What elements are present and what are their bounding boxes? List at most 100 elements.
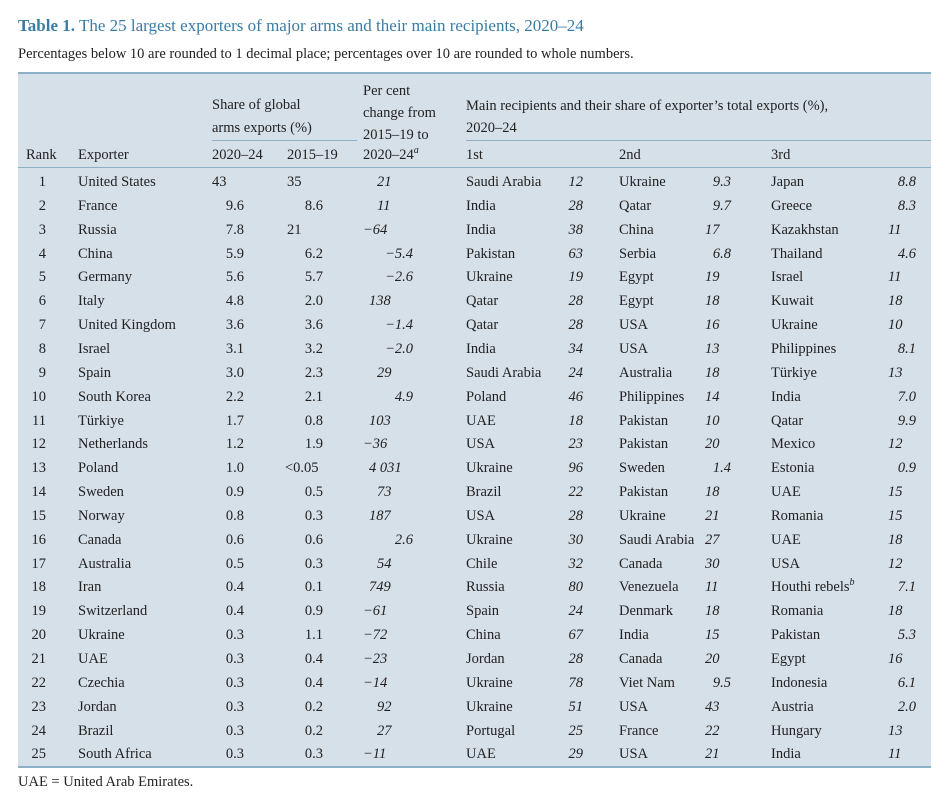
change-cell: 749 xyxy=(369,578,419,596)
rank-cell-text: 12 xyxy=(31,436,47,453)
rank-cell-text: 13 xyxy=(31,460,47,477)
recipient-3-name-text: Austria xyxy=(771,698,814,715)
recipient-3-share-text: 15 xyxy=(888,507,903,524)
share-2015-19-cell: 6.2 xyxy=(287,245,323,263)
share-2015-19-cell-text: 35 xyxy=(287,174,302,190)
share-2020-24-cell: 1.0 xyxy=(212,459,244,477)
change-cell-text: 54 xyxy=(377,555,392,572)
recipient-2-share-text: 20 xyxy=(705,651,720,667)
change-cell: −61 xyxy=(363,602,413,620)
recipient-3-name: Japan xyxy=(771,173,804,191)
recipient-2-share-text: 21 xyxy=(705,746,720,763)
recipient-3-share: 8.8 xyxy=(888,173,916,191)
exporter-cell: Türkiye xyxy=(78,412,124,430)
recipient-1-share: 30 xyxy=(563,531,584,549)
recipient-3-share-text: 11 xyxy=(888,746,902,763)
recipient-3-share: 11 xyxy=(888,268,916,286)
rank-cell-text: 25 xyxy=(31,746,47,763)
recipient-1-share: 18 xyxy=(563,412,584,430)
recipient-3-name-text: Houthi rebels xyxy=(771,579,850,596)
share-2015-19-cell-text: 0.3 xyxy=(304,555,323,572)
recipient-2-name-text: Canada xyxy=(619,555,663,572)
header-share-2020-24: 2020–24 xyxy=(212,147,263,163)
exporter-cell: Ukraine xyxy=(78,626,125,644)
recipient-1-name: India xyxy=(466,221,496,239)
change-cell-text: 103 xyxy=(369,412,391,429)
recipient-2-name-text: India xyxy=(619,627,649,644)
share-2020-24-cell: 0.4 xyxy=(212,602,244,620)
exporter-cell: Russia xyxy=(78,221,117,239)
recipient-2-share-text: 21 xyxy=(705,507,720,524)
recipient-1-share: 29 xyxy=(563,745,584,763)
change-cell-text: −5.4 xyxy=(385,245,413,262)
exporter-cell-text: South Korea xyxy=(78,388,151,405)
change-cell-text: −2.6 xyxy=(385,269,413,286)
change-cell-text: 73 xyxy=(377,484,392,501)
recipient-2-name-text: Pakistan xyxy=(619,412,669,429)
rank-cell: 11 xyxy=(26,412,46,430)
share-2015-19-cell-text: 0.1 xyxy=(304,579,323,596)
share-2015-19-cell: 0.9 xyxy=(287,602,323,620)
recipient-1-name-text: UAE xyxy=(466,412,496,429)
recipient-1-name-text: India xyxy=(466,221,496,238)
exporter-cell: Australia xyxy=(78,555,131,573)
recipient-3-name-text: Israel xyxy=(771,269,804,286)
recipient-3-name: Kazakhstan xyxy=(771,221,839,239)
recipient-3-name: Egypt xyxy=(771,650,806,668)
share-2020-24-cell-text: 0.4 xyxy=(225,579,244,596)
recipient-1-name-text: India xyxy=(466,197,496,214)
share-2020-24-cell: 3.0 xyxy=(212,364,244,382)
arms-exporters-table: Share of global arms exports (%) Per cen… xyxy=(18,72,931,768)
header-recipient-2nd: 2nd xyxy=(619,147,641,163)
share-2020-24-cell: 43 xyxy=(212,173,244,191)
recipient-2-name: USA xyxy=(619,316,648,334)
header-share-2015-19: 2015–19 xyxy=(287,147,338,163)
recipient-2-name: Ukraine xyxy=(619,507,666,525)
share-2015-19-cell: 0.4 xyxy=(287,674,323,692)
recipient-2-share-text: 9.7 xyxy=(712,197,731,214)
recipient-2-share-text: 27 xyxy=(705,531,720,548)
recipient-2-share: 11 xyxy=(705,578,731,596)
exporter-cell-text: Czechia xyxy=(78,674,125,691)
recipient-3-name: India xyxy=(771,388,801,406)
change-cell: −64 xyxy=(363,221,413,239)
recipient-1-name: Pakistan xyxy=(466,245,515,263)
exporter-cell: Spain xyxy=(78,364,111,382)
recipient-1-share: 28 xyxy=(563,650,584,668)
exporter-cell: UAE xyxy=(78,650,108,668)
share-2020-24-cell-text: 0.9 xyxy=(225,484,244,501)
share-2020-24-cell-text: 4.8 xyxy=(225,293,244,310)
exporter-cell: Iran xyxy=(78,578,101,596)
recipient-2-share-text: 18 xyxy=(705,293,720,310)
recipient-1-name: Ukraine xyxy=(466,674,513,692)
change-cell-text: −36 xyxy=(363,436,388,453)
exporter-cell: Netherlands xyxy=(78,435,148,453)
exporter-cell-text: Brazil xyxy=(78,722,114,739)
recipient-3-share: 0.9 xyxy=(888,459,916,477)
recipient-2-name: Serbia xyxy=(619,245,656,263)
share-2020-24-cell: 5.9 xyxy=(212,245,244,263)
recipient-3-share: 13 xyxy=(888,364,916,382)
exporter-cell: France xyxy=(78,197,117,215)
exporter-cell: Germany xyxy=(78,268,132,286)
table-label: Table 1. xyxy=(18,16,76,35)
share-2015-19-cell: 0.5 xyxy=(287,483,323,501)
rank-cell: 8 xyxy=(26,340,46,358)
recipient-2-name: Canada xyxy=(619,555,662,573)
recipient-2-share-text: 9.5 xyxy=(712,674,731,691)
recipient-1-share-text: 67 xyxy=(568,627,584,644)
share-2015-19-cell: 0.2 xyxy=(287,698,323,716)
recipient-3-name-text: UAE xyxy=(771,531,801,548)
recipient-1-share-text: 18 xyxy=(568,412,584,429)
recipient-1-share-text: 12 xyxy=(568,174,584,190)
recipient-2-name: Saudi Arabia xyxy=(619,531,694,549)
rank-cell: 7 xyxy=(26,316,46,334)
header-recipient-3rd: 3rd xyxy=(771,147,791,163)
share-2015-19-cell-text: 0.3 xyxy=(304,507,323,524)
header-change-line4: 2020–24a xyxy=(363,146,419,164)
recipient-1-share: 23 xyxy=(563,435,584,453)
recipient-3-share-text: 6.1 xyxy=(897,674,916,691)
recipient-3-share-text: 4.6 xyxy=(897,245,916,262)
recipient-3-name: UAE xyxy=(771,531,801,549)
recipient-3-share: 2.0 xyxy=(888,698,916,716)
